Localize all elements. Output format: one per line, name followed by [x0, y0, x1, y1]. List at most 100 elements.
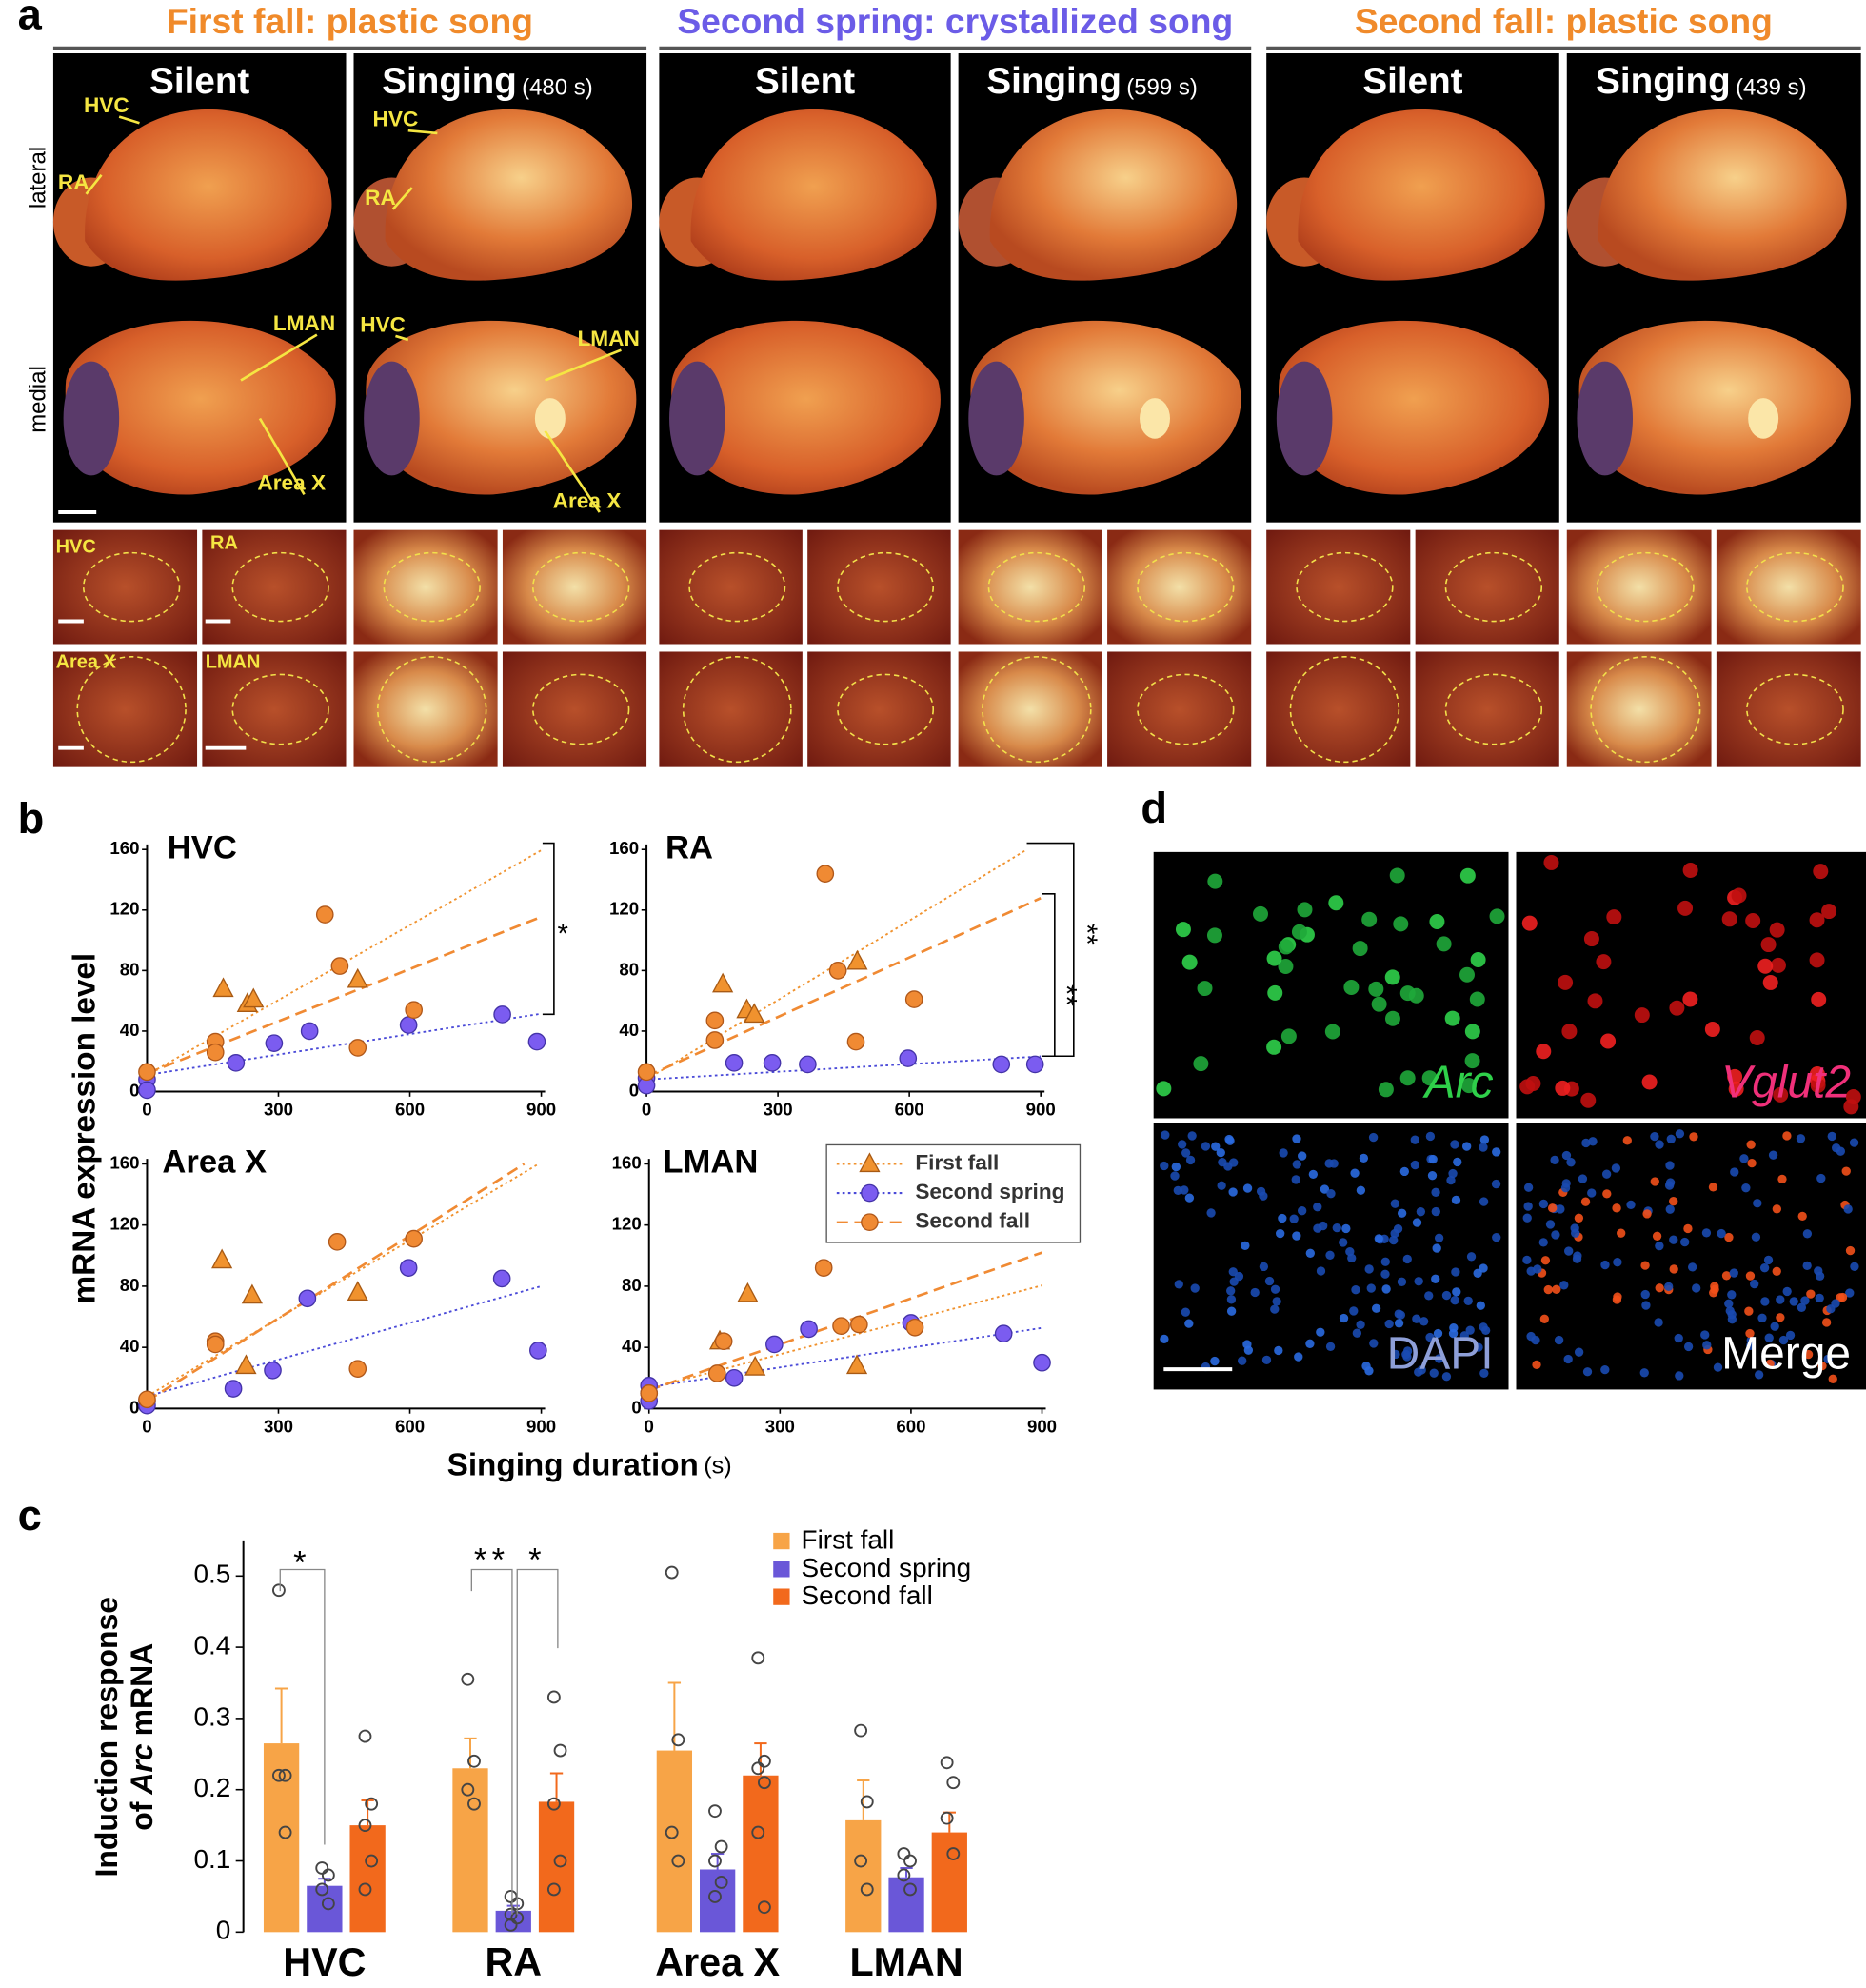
individual-point [461, 1672, 475, 1686]
cell [1759, 1263, 1770, 1273]
cell [1682, 862, 1698, 878]
y-tick-label: 160 [609, 838, 639, 858]
individual-point [751, 1825, 765, 1839]
cell [1190, 1283, 1200, 1293]
column-label: Silent [1362, 61, 1462, 102]
cell [1552, 1284, 1561, 1294]
cell [1814, 1266, 1823, 1276]
cell [1397, 1277, 1407, 1286]
cell [1390, 1199, 1400, 1208]
region-outline [837, 551, 935, 623]
data-point [405, 1001, 423, 1020]
singing-duration: (480 s) [522, 75, 593, 101]
cell [1721, 911, 1737, 927]
cell [1843, 1099, 1859, 1115]
cell [1551, 1230, 1560, 1240]
cell [1613, 1292, 1622, 1302]
cell [1464, 1024, 1480, 1040]
column-label: Singing (439 s) [1596, 61, 1806, 102]
significance-mark: * [293, 1544, 311, 1580]
cell [1292, 1134, 1301, 1143]
cell [1184, 1193, 1195, 1203]
cell [1279, 1148, 1288, 1158]
y-tick-label: 0 [129, 1397, 139, 1417]
data-point [224, 1380, 243, 1398]
cell [1765, 1359, 1775, 1369]
cell [1578, 1174, 1588, 1183]
data-point [744, 1003, 765, 1024]
cell [1444, 1010, 1460, 1026]
region-outline [1590, 656, 1701, 764]
cell [1408, 987, 1424, 1004]
y-axis-label: mRNA expression level [67, 953, 102, 1304]
cell [1305, 1339, 1315, 1348]
region-outline [1137, 551, 1235, 623]
inset-image [1716, 529, 1861, 645]
cell [1431, 1274, 1440, 1283]
cell [1274, 1345, 1283, 1356]
cell [1429, 914, 1445, 930]
cell [1704, 1022, 1720, 1038]
annotation-arrow [258, 417, 306, 496]
data-point [1025, 1055, 1044, 1074]
cell [1369, 1339, 1379, 1348]
cell [1612, 1203, 1621, 1213]
cell [1292, 1160, 1301, 1169]
cell [1669, 1197, 1678, 1206]
data-point [265, 1034, 284, 1052]
cell [1757, 958, 1774, 974]
individual-point [903, 1882, 917, 1897]
individual-point [671, 1733, 685, 1747]
individual-point [315, 1861, 329, 1875]
individual-point [854, 1723, 868, 1738]
inset-image [1415, 529, 1559, 645]
column-label: Silent [755, 61, 855, 102]
cell [1710, 1284, 1719, 1294]
cell [1294, 1352, 1303, 1362]
cell [1773, 1086, 1789, 1103]
data-point [405, 1229, 423, 1248]
x-tick-label: 0 [142, 1099, 151, 1119]
legend-swatch [773, 1532, 790, 1550]
y-axis-label: of Arc mRNA [125, 1643, 159, 1831]
annotation-arrow [240, 333, 318, 382]
cell [1816, 1173, 1826, 1183]
cell [1778, 1335, 1789, 1345]
cell [1641, 1074, 1658, 1090]
cell [1558, 974, 1574, 990]
data-point [493, 1005, 511, 1024]
cell [1753, 1199, 1762, 1208]
significance-bracket [279, 1568, 326, 1845]
group-title: Second fall: plastic song [1355, 1, 1773, 41]
cell [1650, 1177, 1659, 1186]
cell [1324, 1024, 1340, 1040]
cell [1416, 1207, 1426, 1217]
cell [1356, 1185, 1366, 1195]
legend-marker [861, 1213, 879, 1231]
bar [845, 1819, 882, 1933]
x-tick-label: 900 [526, 1416, 556, 1436]
data-point [814, 1259, 833, 1277]
column-title: Silent [1362, 61, 1462, 102]
cell [1207, 873, 1223, 889]
cell [1492, 1147, 1501, 1157]
cell [1665, 1204, 1675, 1214]
x-tick-label: LMAN [849, 1940, 963, 1984]
data-point [799, 1055, 817, 1074]
cell [1394, 1309, 1403, 1319]
bar [656, 1750, 693, 1933]
individual-point [940, 1811, 954, 1825]
annotation-arrow [85, 174, 103, 195]
cell [1634, 1007, 1650, 1024]
cell [1559, 1281, 1569, 1290]
cell [1563, 1354, 1573, 1364]
cell [1173, 1185, 1182, 1196]
column-label: Singing (480 s) [382, 61, 592, 102]
x-tick-label: 600 [395, 1099, 425, 1119]
fit-line [648, 1326, 1042, 1388]
cell [1809, 952, 1825, 968]
legend-label: Second fall [802, 1580, 933, 1610]
data-point [399, 1016, 418, 1034]
individual-point [708, 1804, 722, 1819]
